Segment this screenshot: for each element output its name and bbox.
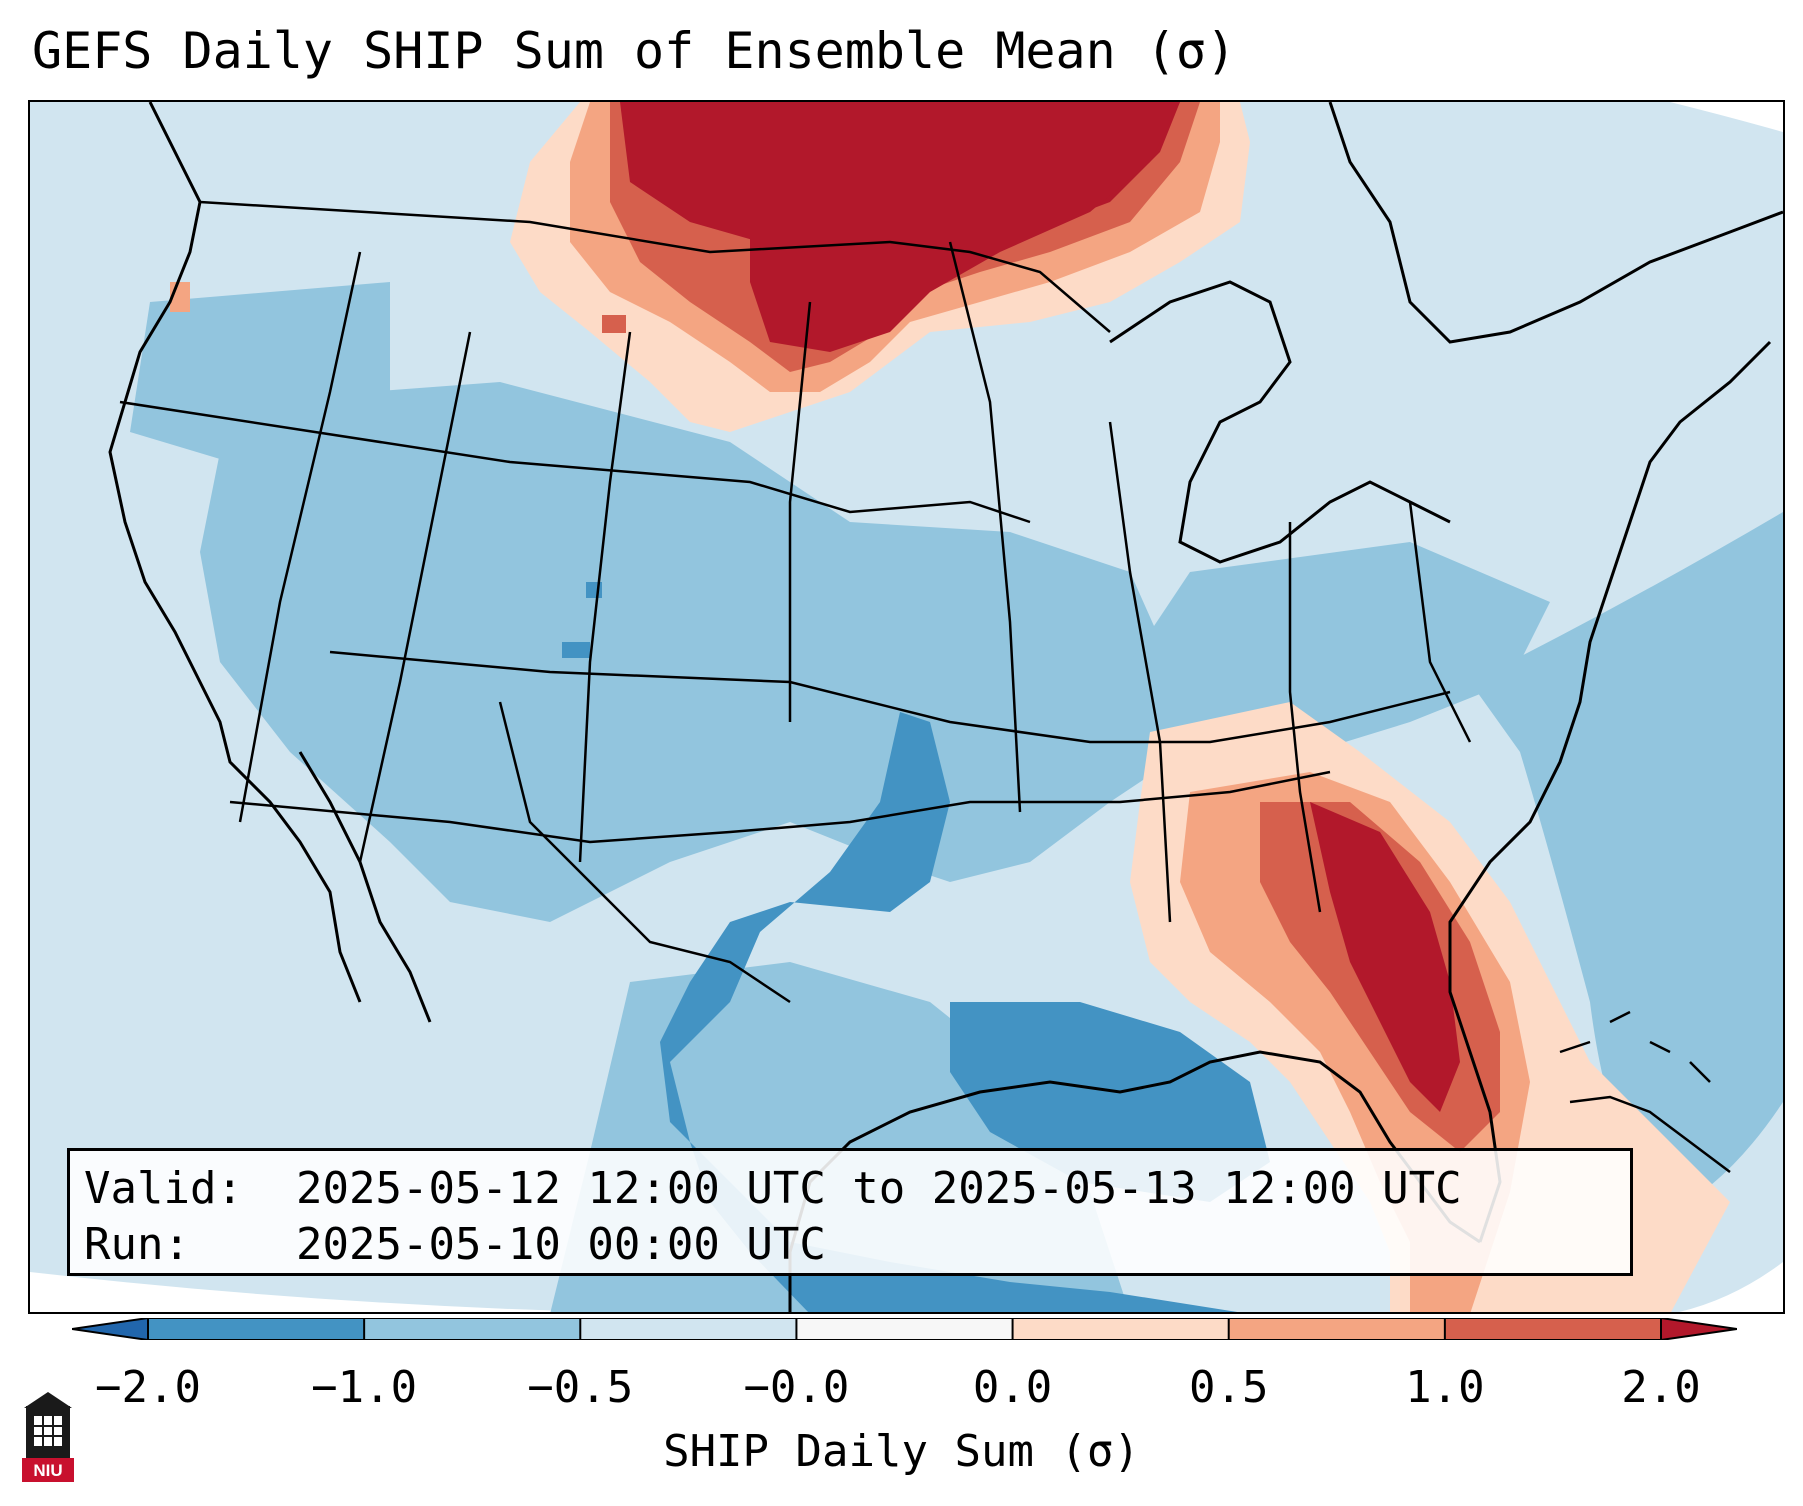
caribbean-islands	[1559, 1010, 1731, 1173]
southeast-positive-core	[1310, 802, 1460, 1112]
state-border	[238, 251, 362, 823]
great-lakes-outline	[1109, 280, 1451, 564]
valid-label: Valid:	[84, 1163, 243, 1214]
colorbar-segment	[1444, 1318, 1662, 1340]
colorbar-tick-label: 0.5	[1188, 1362, 1269, 1413]
run-line: Run: 2025-05-10 00:00 UTC	[84, 1217, 1616, 1273]
logo-band	[22, 1458, 74, 1482]
map-panel	[28, 100, 1785, 1314]
state-border	[358, 331, 472, 863]
off-domain-corner	[30, 1272, 603, 1312]
logo-window	[34, 1416, 62, 1446]
colorbar-tick-label: 1.0	[1405, 1362, 1485, 1413]
state-border	[1108, 421, 1172, 923]
hudson-region-coast	[1328, 102, 1783, 344]
colorbar-segment	[1012, 1318, 1230, 1340]
colorbar-segment	[1228, 1318, 1446, 1340]
colorbar-ticks	[147, 1318, 1662, 1340]
colorbar-segments	[148, 1318, 1662, 1340]
colorbar-segment	[364, 1318, 581, 1340]
colorbar-tick-labels: −2.0 −1.0 −0.5 −0.0 0.0 0.5 1.0 2.0	[0, 1362, 1803, 1422]
validity-info-box: Valid: 2025-05-12 12:00 UTC to 2025-05-13…	[67, 1148, 1633, 1276]
run-label: Run:	[84, 1219, 190, 1270]
map-title: GEFS Daily SHIP Sum of Ensemble Mean (σ)	[32, 22, 1237, 80]
atlantic-coastline	[1448, 340, 1772, 1243]
valid-value: 2025-05-12 12:00 UTC to 2025-05-13 12:00…	[296, 1163, 1462, 1214]
texas-border	[498, 701, 791, 1004]
state-border	[1288, 522, 1322, 913]
state-border	[229, 770, 1331, 844]
colorbar-tick-label: −0.5	[527, 1362, 634, 1413]
bahamas-outline	[1559, 1010, 1711, 1083]
colorbar-extend-low	[72, 1318, 148, 1340]
state-border	[948, 241, 1022, 813]
off-domain-corner	[1670, 102, 1783, 132]
colorbar-segment	[148, 1318, 365, 1340]
colorbar-label: SHIP Daily Sum (σ)	[663, 1426, 1140, 1477]
colorbar-segment	[580, 1318, 797, 1340]
ship-field-map	[30, 102, 1783, 1312]
state-border	[578, 331, 632, 863]
atlantic-anomaly	[1470, 512, 1783, 1212]
colorbar	[72, 1318, 1737, 1340]
colorbar-tick-label: −0.0	[743, 1362, 850, 1413]
colorbar-tick-label: −1.0	[311, 1362, 418, 1413]
run-value: 2025-05-10 00:00 UTC	[296, 1219, 826, 1270]
us-canada-border	[199, 200, 1111, 333]
state-border	[788, 301, 812, 722]
cuba-outline	[1569, 1095, 1731, 1173]
pacific-coastline	[108, 102, 362, 1003]
north-positive-core	[750, 102, 1180, 352]
logo-roof	[24, 1392, 72, 1408]
east-anomaly	[1130, 542, 1550, 762]
interior-anomaly	[200, 382, 1230, 922]
niu-logo: NIU	[22, 1392, 74, 1482]
colorbar-tick-label: 2.0	[1621, 1362, 1701, 1413]
field-cell	[562, 642, 590, 658]
field-cell	[602, 315, 626, 333]
logo-text: NIU	[33, 1461, 62, 1480]
colorbar-tick-label: 0.0	[972, 1362, 1053, 1413]
colorbar-extend-high	[1661, 1318, 1737, 1340]
political-borders	[119, 200, 1472, 1004]
valid-line: Valid: 2025-05-12 12:00 UTC to 2025-05-13…	[84, 1161, 1616, 1217]
colorbar-tick-label: −2.0	[95, 1362, 201, 1413]
state-border	[1408, 501, 1472, 743]
off-domain-corner	[1679, 1262, 1783, 1312]
colorbar-segment	[796, 1318, 1014, 1340]
baja-coastline	[298, 751, 432, 1023]
logo-window-grid	[34, 1416, 62, 1446]
